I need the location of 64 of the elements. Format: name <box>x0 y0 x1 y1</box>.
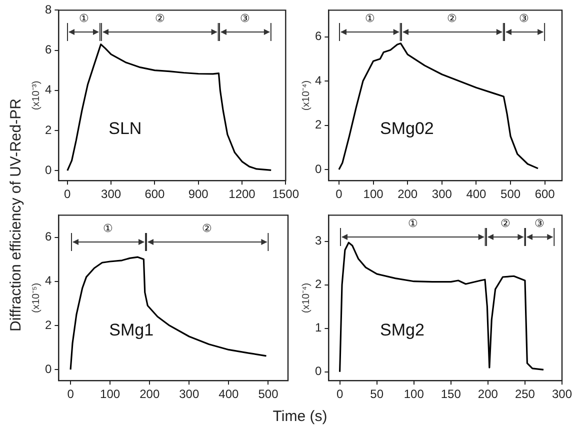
x-tick-label: 900 <box>188 187 209 202</box>
x-tick-label: 0 <box>336 187 343 202</box>
annotation: ③ <box>534 218 545 230</box>
x-tick-label: 1200 <box>228 187 256 202</box>
x-tick-label: 300 <box>101 187 122 202</box>
y-tick-label: 0 <box>44 362 52 376</box>
y-tick-label: 4 <box>314 73 322 88</box>
annotation: SMg1 <box>109 320 154 340</box>
x-tick-label: 500 <box>258 387 279 402</box>
x-tick-label: 300 <box>552 387 572 402</box>
x-tick-label: 600 <box>534 187 556 202</box>
annotation: ① <box>79 13 90 26</box>
y-tick-label: 6 <box>44 42 52 57</box>
y-tick-label: 0 <box>314 162 322 176</box>
y-tick-label: 2 <box>314 118 322 132</box>
y-axis-title: (x10⁻⁴) <box>300 80 312 110</box>
y-tick-label: 3 <box>314 234 322 248</box>
y-tick-label: 2 <box>314 277 322 292</box>
y-tick-label: 6 <box>44 230 52 244</box>
x-tick-label: 1500 <box>272 187 300 202</box>
x-tick-label: 200 <box>478 387 498 402</box>
x-tick-label: 150 <box>440 387 462 402</box>
y-axis-title: (x10⁻⁴) <box>300 282 312 313</box>
y-tick-label: 2 <box>44 318 52 332</box>
x-tick-label: 400 <box>466 187 487 202</box>
text: Diffraction efficiency of UV-Red-PR <box>8 98 24 332</box>
y-axis-title: (x10⁻³) <box>30 80 42 110</box>
x-tick-label: 600 <box>144 187 166 202</box>
annotation: ① <box>408 218 418 230</box>
y-axis-title: (x10⁻⁵) <box>30 282 42 313</box>
annotation: ② <box>447 13 458 26</box>
x-tick-label: 500 <box>500 187 521 202</box>
y-tick-label: 8 <box>44 2 52 17</box>
x-tick-label: 300 <box>179 387 200 402</box>
x-tick-label: 0 <box>64 187 72 202</box>
y-tick-label: 4 <box>44 274 52 288</box>
annotation: ① <box>103 222 114 235</box>
annotation: ② <box>202 222 212 235</box>
annotation: SLN <box>108 119 142 138</box>
x-tick-label: 100 <box>404 387 424 402</box>
x-tick-label: 100 <box>363 187 384 202</box>
y-tick-label: 6 <box>314 29 322 44</box>
x-tick-label: 100 <box>100 387 120 402</box>
x-tick-label: 50 <box>370 387 384 402</box>
y-tick-label: 2 <box>44 122 52 137</box>
x-tick-label: 250 <box>514 387 536 402</box>
x-axis-title: Time (s) <box>272 408 328 425</box>
y-tick-label: 0 <box>44 162 52 177</box>
annotation: ② <box>154 13 165 26</box>
x-tick-label: 0 <box>336 387 344 402</box>
annotation: SMg2 <box>380 320 424 340</box>
x-tick-label: 200 <box>140 387 160 402</box>
y-tick-label: 1 <box>314 320 322 335</box>
annotation: ③ <box>240 13 250 26</box>
annotation: ① <box>364 13 375 26</box>
annotation: ② <box>500 218 510 230</box>
x-tick-label: 400 <box>218 387 240 402</box>
y-tick-label: 0 <box>314 364 322 378</box>
annotation: ③ <box>519 13 530 26</box>
x-tick-label: 300 <box>432 187 452 202</box>
x-tick-label: 0 <box>67 387 74 402</box>
annotation: SMg02 <box>380 119 434 138</box>
y-tick-label: 4 <box>44 82 52 97</box>
x-tick-label: 200 <box>398 187 418 202</box>
